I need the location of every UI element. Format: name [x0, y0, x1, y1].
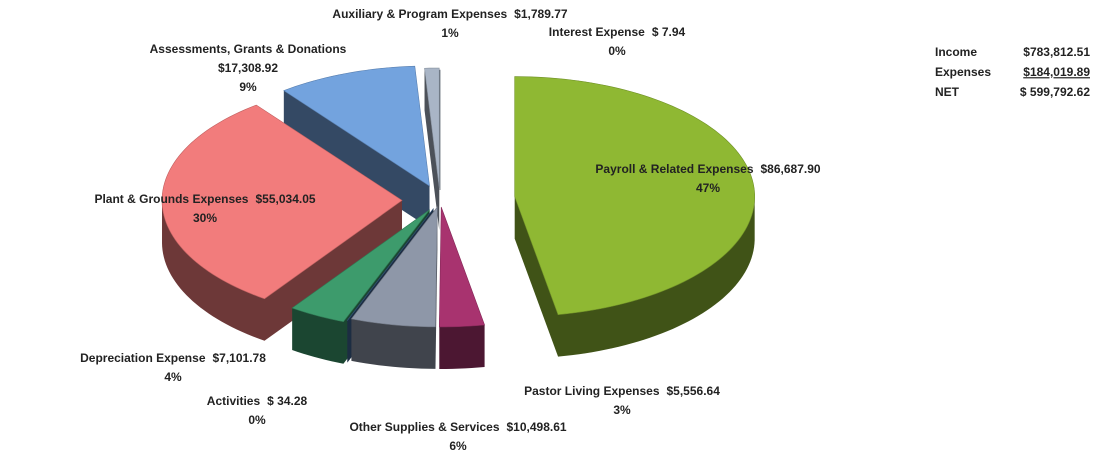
slice — [283, 65, 430, 187]
slice — [346, 208, 434, 321]
slice — [424, 67, 440, 189]
slice — [514, 76, 755, 315]
slice-name: Activities — [207, 394, 261, 408]
slice-name: Other Supplies & Services — [349, 420, 499, 434]
summary: Income $783,812.51 Expenses $184,019.89 … — [935, 45, 1090, 99]
slice-value: $10,498.61 — [507, 420, 567, 434]
slice-label: Activities $ 34.28 — [207, 394, 308, 408]
slice-value: $17,308.92 — [218, 61, 278, 75]
slice-percent: 6% — [449, 439, 467, 453]
slice-percent: 1% — [441, 26, 459, 40]
summary-value: $783,812.51 — [1023, 45, 1090, 59]
slice-percent: 0% — [608, 44, 626, 58]
slice-name: Depreciation Expense — [80, 351, 206, 365]
slice-percent: 9% — [239, 80, 257, 94]
slice-label: Interest Expense $ 7.94 — [549, 25, 686, 39]
slice-value: $ 7.94 — [652, 25, 686, 39]
slice-label: Pastor Living Expenses $5,556.64 — [524, 384, 720, 398]
summary-value: $184,019.89 — [1023, 65, 1090, 79]
slice — [350, 205, 438, 328]
slice-value: $ 34.28 — [267, 394, 307, 408]
slice-name: Auxiliary & Program Expenses — [332, 7, 507, 21]
slice — [438, 206, 486, 328]
slice-label: Other Supplies & Services $10,498.61 — [349, 420, 566, 434]
slice-label: Assessments, Grants & Donations $17,308.9… — [150, 42, 347, 75]
summary-label: NET — [935, 85, 960, 99]
slice-percent: 4% — [164, 370, 182, 384]
slice-value: $86,687.90 — [761, 162, 821, 176]
slice-percent: 3% — [613, 403, 631, 417]
slice — [161, 104, 403, 300]
slice — [291, 209, 430, 323]
slice-name: Assessments, Grants & Donations — [150, 42, 347, 56]
slice-label: Depreciation Expense $7,101.78 — [80, 351, 266, 365]
slice-name: Payroll & Related Expenses — [595, 162, 753, 176]
slice-label: Payroll & Related Expenses $86,687.90 — [595, 162, 820, 176]
slice-value: $5,556.64 — [667, 384, 721, 398]
slice-percent: 30% — [193, 211, 217, 225]
summary-value: $ 599,792.62 — [1020, 85, 1090, 99]
slice-percent: 47% — [696, 181, 720, 195]
slice-name: Interest Expense — [549, 25, 645, 39]
slice-label: Plant & Grounds Expenses $55,034.05 — [94, 192, 315, 206]
slice-value: $55,034.05 — [255, 192, 315, 206]
slice-percent: 0% — [248, 413, 266, 427]
slice-name: Plant & Grounds Expenses — [94, 192, 248, 206]
summary-label: Income — [935, 45, 977, 59]
slice-label: Auxiliary & Program Expenses $1,789.77 — [332, 7, 567, 21]
pie — [161, 65, 755, 369]
slice-name: Pastor Living Expenses — [524, 384, 660, 398]
summary-label: Expenses — [935, 65, 991, 79]
slice-value: $1,789.77 — [514, 7, 568, 21]
slice-value: $7,101.78 — [213, 351, 267, 365]
